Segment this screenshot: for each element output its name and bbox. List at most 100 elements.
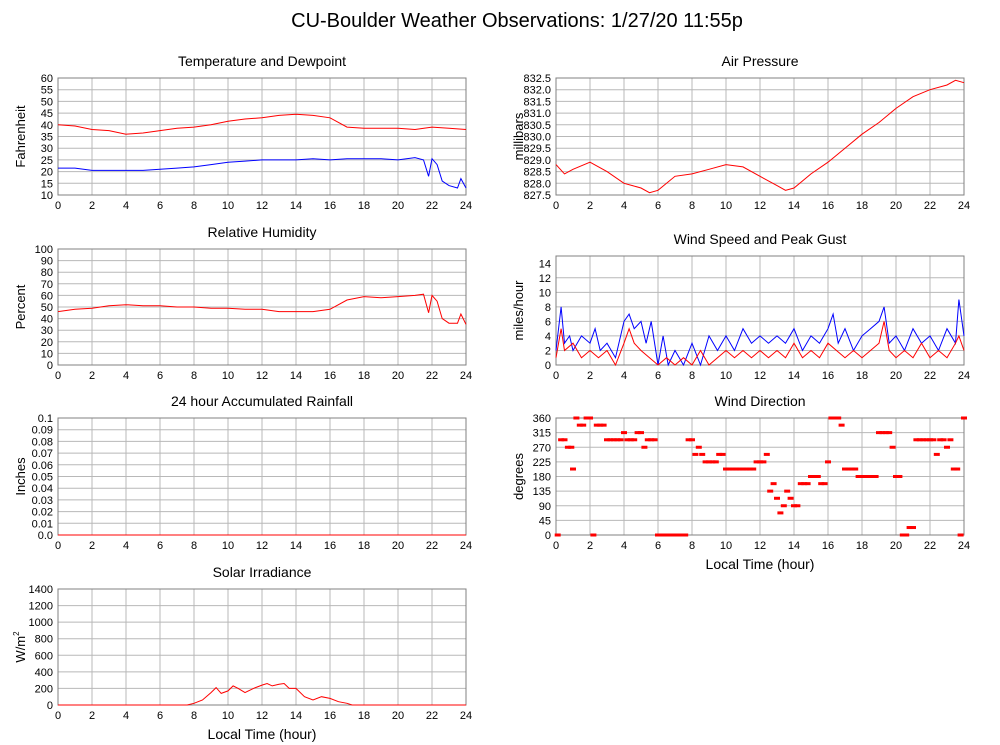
data-point [610, 438, 617, 442]
data-point [886, 431, 893, 435]
y-axis-label: degrees [511, 453, 526, 500]
data-point [600, 423, 607, 427]
data-point [947, 438, 954, 442]
data-point [570, 467, 576, 471]
data-point [658, 533, 665, 537]
x-tick-label: 16 [324, 540, 336, 552]
data-point [811, 475, 818, 478]
x-tick-label: 10 [222, 200, 234, 212]
data-point [668, 533, 675, 537]
y-tick-label: 1200 [29, 601, 53, 613]
y-tick-label: 4 [545, 331, 551, 343]
series-line-0 [58, 682, 466, 706]
data-point [695, 445, 702, 449]
data-point [699, 452, 706, 456]
y-tick-label: 0 [545, 360, 551, 372]
data-point [729, 467, 736, 471]
x-tick-label: 2 [587, 540, 593, 552]
data-point [848, 467, 855, 471]
y-tick-label: 829.0 [523, 155, 551, 167]
x-tick-label: 0 [553, 200, 559, 212]
series-line-0 [57, 293, 467, 325]
x-tick-label: 2 [89, 370, 95, 382]
data-point [561, 438, 568, 442]
x-tick-label: 10 [720, 370, 732, 382]
data-point [876, 431, 882, 435]
data-point [740, 467, 746, 471]
data-point [804, 482, 811, 486]
x-tick-label: 24 [460, 370, 472, 382]
data-point [763, 452, 770, 456]
data-point [930, 438, 937, 442]
y-tick-label: 225 [533, 457, 551, 469]
series-line-0 [555, 299, 965, 367]
data-point [573, 416, 580, 420]
data-point [719, 452, 726, 456]
x-tick-label: 8 [689, 200, 695, 212]
data-point [689, 438, 695, 442]
y-tick-label: 0.0 [38, 530, 53, 542]
y-tick-label: 360 [533, 413, 551, 425]
data-point [750, 467, 757, 471]
x-tick-label: 22 [924, 540, 936, 552]
y-tick-label: 70 [41, 279, 53, 291]
data-point [882, 431, 889, 435]
x-tick-label: 18 [358, 370, 370, 382]
page-title: CU-Boulder Weather Observations: 1/27/20… [291, 10, 743, 32]
data-point [644, 438, 651, 442]
data-point [797, 482, 804, 486]
data-point [593, 423, 600, 427]
x-tick-label: 12 [256, 200, 268, 212]
y-tick-label: 315 [533, 428, 551, 440]
x-tick-label: 0 [553, 370, 559, 382]
y-tick-label: 828.0 [523, 178, 551, 190]
x-tick-label: 22 [426, 710, 438, 722]
data-point [682, 533, 689, 537]
x-tick-label: 12 [256, 370, 268, 382]
y-tick-label: 50 [41, 96, 53, 108]
y-tick-label: 8 [545, 302, 551, 314]
y-tick-label: 14 [539, 258, 551, 270]
data-point [787, 496, 794, 500]
y-axis-label: W/m2 [12, 631, 28, 663]
x-tick-label: 22 [426, 540, 438, 552]
data-point [865, 475, 872, 478]
data-point [655, 533, 661, 537]
data-point [554, 533, 561, 537]
y-axis-label: millibars [511, 112, 526, 160]
y-tick-label: 45 [41, 108, 53, 120]
data-point [621, 431, 627, 435]
data-point [617, 438, 624, 442]
y-tick-label: 50 [41, 302, 53, 314]
data-point [906, 526, 913, 530]
data-point [746, 467, 753, 471]
y-tick-label: 40 [41, 120, 53, 132]
data-point [767, 489, 774, 493]
charts-group: 0 2 4 6 8 10 12 14 16 18 20 22 241015202530354045505… [12, 53, 970, 742]
x-tick-label: 6 [157, 710, 163, 722]
plot-frame [555, 255, 965, 366]
data-point [685, 438, 692, 442]
x-tick-label: 4 [123, 710, 129, 722]
y-tick-label: 10 [41, 190, 53, 202]
y-tick-label: 0.08 [32, 436, 53, 448]
data-point [835, 416, 842, 420]
y-tick-label: 45 [539, 515, 551, 527]
data-point [801, 482, 808, 486]
y-tick-label: 20 [41, 337, 53, 349]
data-point [607, 438, 614, 442]
data-point [678, 533, 685, 537]
y-tick-label: 20 [41, 167, 53, 179]
y-tick-label: 60 [41, 73, 53, 85]
x-tick-label: 12 [754, 370, 766, 382]
x-tick-label: 20 [890, 200, 902, 212]
data-point [828, 416, 835, 420]
x-tick-label: 16 [324, 710, 336, 722]
plot-frame [57, 248, 467, 366]
data-point [842, 467, 848, 471]
x-tick-label: 24 [460, 540, 472, 552]
data-point [893, 475, 899, 478]
y-tick-label: 90 [41, 256, 53, 268]
y-tick-label: 2 [545, 345, 551, 357]
data-point [675, 533, 682, 537]
